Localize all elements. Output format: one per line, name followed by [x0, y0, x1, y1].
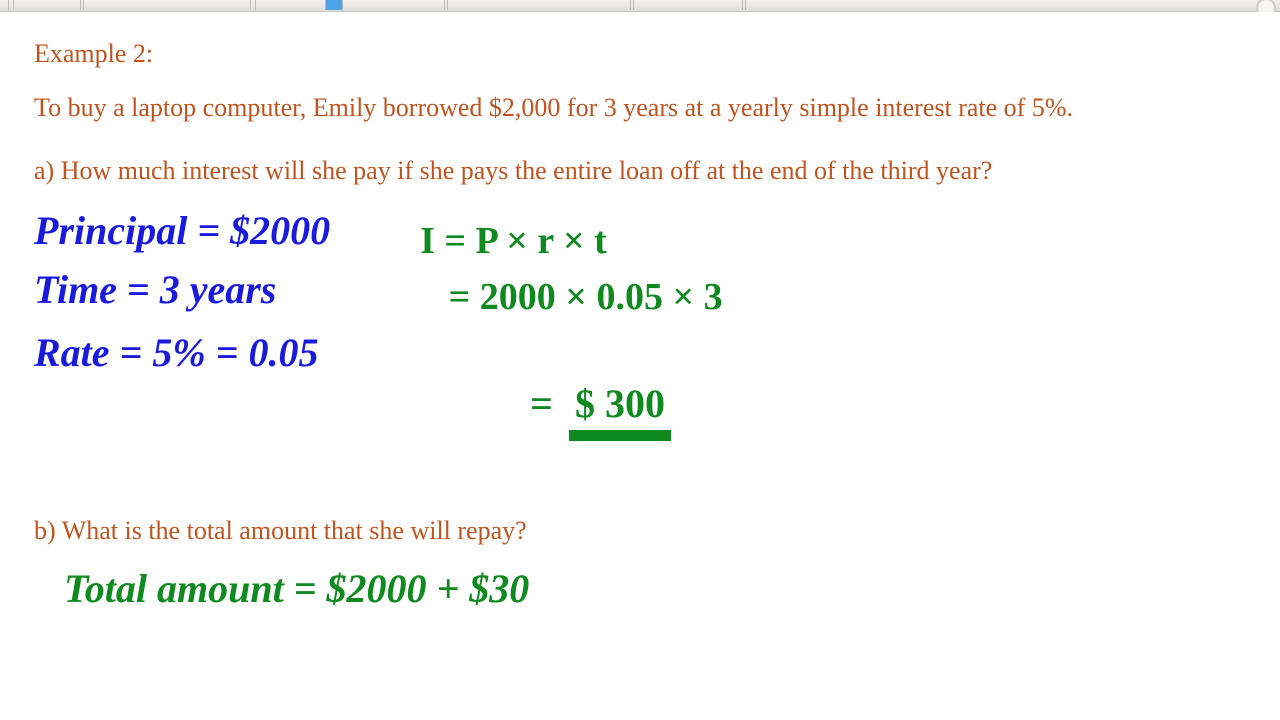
toolbar-fragment [325, 0, 343, 10]
problem-statement: To buy a laptop computer, Emily borrowed… [34, 88, 1246, 128]
calculation-a: I = P × r × t = 2000 × 0.05 × 3 = $ 300 [420, 217, 722, 483]
toolbar-strip [0, 0, 1280, 12]
toolbar-fragment [742, 0, 746, 10]
toolbar-fragment [630, 0, 634, 10]
hw-result-value: $ 300 [569, 380, 671, 434]
hw-formula: I = P × r × t [420, 219, 722, 263]
toolbar-fragment [444, 0, 448, 10]
hw-result-eq: = [500, 381, 563, 426]
hw-principal: Principal = $2000 [34, 207, 330, 254]
part-b-question: b) What is the total amount that she wil… [34, 511, 1246, 551]
part-a-question: a) How much interest will she pay if she… [34, 151, 1246, 191]
part-a-work: Principal = $2000 Time = 3 years Rate = … [34, 205, 1246, 483]
hw-substitution: = 2000 × 0.05 × 3 [420, 275, 722, 319]
calculation-b: Total amount = $2000 + $30 [64, 565, 1246, 612]
example-title: Example 2: [34, 34, 1246, 74]
whiteboard-canvas: Example 2: To buy a laptop computer, Emi… [0, 12, 1280, 720]
hw-result: = $ 300 [420, 333, 722, 481]
hw-rate: Rate = 5% = 0.05 [34, 329, 330, 376]
toolbar-fragment [250, 0, 256, 10]
hw-time: Time = 3 years [34, 266, 330, 313]
toolbar-fragment [80, 0, 84, 10]
toolbar-fragment [8, 0, 14, 10]
given-values: Principal = $2000 Time = 3 years Rate = … [34, 205, 330, 483]
